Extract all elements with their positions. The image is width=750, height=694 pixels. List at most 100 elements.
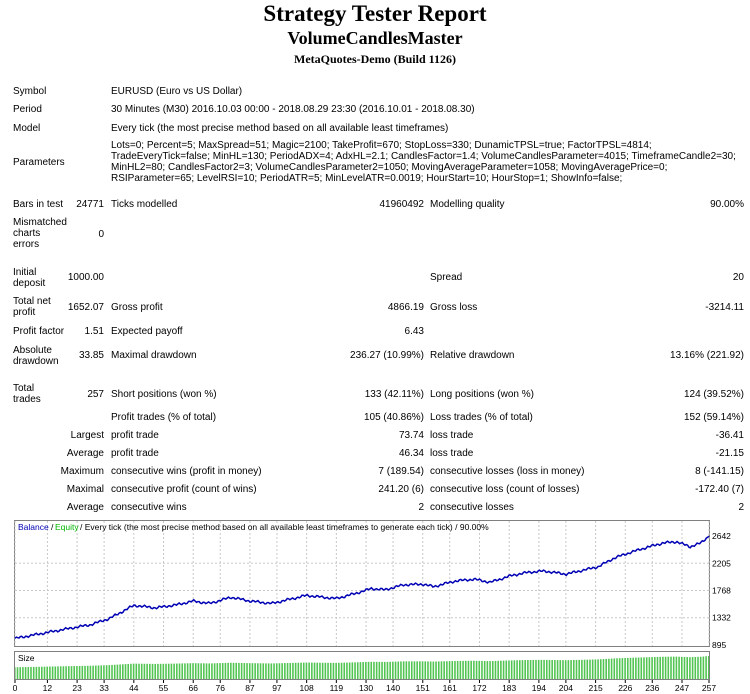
size-bar <box>664 656 667 679</box>
size-bar <box>483 660 486 679</box>
size-bar <box>343 662 346 679</box>
size-bar <box>124 664 127 679</box>
size-bar <box>219 663 221 679</box>
size-bar <box>257 663 259 679</box>
size-bar <box>189 663 192 679</box>
x-tick-label: 140 <box>386 683 400 693</box>
size-bar <box>203 663 205 679</box>
size-bar <box>49 666 51 679</box>
size-bar <box>389 661 391 679</box>
size-bar <box>213 663 216 679</box>
size-bar <box>602 659 605 679</box>
size-bar <box>454 660 456 679</box>
ticks-value: 41960492 <box>379 199 425 210</box>
expected-payoff-value: 6.43 <box>404 326 424 337</box>
size-bar <box>127 663 130 679</box>
size-bar <box>57 666 59 679</box>
gross-loss-label: Gross loss <box>430 302 478 313</box>
average-consecutive-label: Average <box>66 502 104 513</box>
size-bar <box>564 660 567 679</box>
x-tick-label: 183 <box>502 683 516 693</box>
maximal-drawdown-label: Maximal drawdown <box>111 350 197 361</box>
size-bar <box>335 662 337 679</box>
size-bar <box>105 665 108 679</box>
average-loss-label: loss trade <box>430 448 474 459</box>
size-bar <box>43 666 46 679</box>
size-bar <box>135 663 138 679</box>
size-bar <box>235 662 238 679</box>
size-bar <box>281 663 283 679</box>
size-bar <box>230 662 232 679</box>
total-trades-label: Total trades <box>13 383 41 405</box>
x-tick-label: 33 <box>99 683 109 693</box>
size-bar <box>440 661 443 679</box>
size-bar <box>400 661 402 679</box>
size-bar <box>302 662 305 679</box>
x-tick-label: 257 <box>702 683 716 693</box>
maximal-consecutive-profit-label: consecutive profit (count of wins) <box>111 484 257 495</box>
size-bar <box>19 667 22 679</box>
size-bar <box>178 663 181 679</box>
size-bar <box>648 657 651 679</box>
size-bar <box>97 665 100 679</box>
x-tick-label: 194 <box>532 683 546 693</box>
size-bar <box>548 659 551 679</box>
x-tick-label: 12 <box>43 683 53 693</box>
size-bar <box>583 659 586 679</box>
size-bar <box>270 663 273 679</box>
spread-label: Spread <box>430 272 463 283</box>
largest-loss-value: -36.41 <box>715 430 744 441</box>
size-bar <box>68 666 70 679</box>
size-bar <box>683 656 686 679</box>
size-bar <box>689 657 691 679</box>
size-bar <box>435 661 437 679</box>
size-bar <box>76 666 78 679</box>
size-bar <box>316 662 319 679</box>
size-bar <box>481 660 483 679</box>
size-bar <box>111 664 113 679</box>
size-bar <box>691 657 694 679</box>
size-bar <box>508 660 510 679</box>
size-bar <box>165 663 167 679</box>
size-bar <box>537 659 540 679</box>
largest-loss-label: loss trade <box>430 430 474 441</box>
gross-loss-value: -3214.11 <box>705 302 744 313</box>
size-bar <box>478 660 481 679</box>
profit-factor-label: Profit factor <box>13 326 65 337</box>
size-bar <box>599 659 602 679</box>
size-bar <box>176 663 178 679</box>
average-label: Average <box>66 448 104 459</box>
size-bar <box>653 657 656 679</box>
size-bar <box>346 662 348 679</box>
maximal-consecutive-profit-value: 241.20 (6) <box>378 484 424 495</box>
model-label: Model <box>13 123 41 134</box>
size-bar <box>421 661 424 679</box>
size-bar <box>586 659 589 679</box>
size-bar <box>332 662 335 679</box>
size-bar <box>529 659 532 679</box>
size-bar <box>616 658 618 679</box>
size-bar <box>518 660 521 679</box>
report-title: Strategy Tester Report <box>263 1 487 26</box>
size-bar <box>197 663 200 679</box>
size-bar <box>394 661 397 679</box>
size-bar <box>405 661 408 679</box>
legend-rest: / Every tick (the most precise method ba… <box>80 522 489 532</box>
size-bar <box>248 663 251 679</box>
ticks-label: Ticks modelled <box>111 199 178 210</box>
main-plot-frame <box>14 520 710 647</box>
x-tick-label: 161 <box>443 683 457 693</box>
size-bar <box>305 662 308 679</box>
size-bar <box>591 659 594 679</box>
size-bar <box>464 660 467 679</box>
size-bar <box>46 666 49 679</box>
short-positions-value: 133 (42.11%) <box>364 389 424 400</box>
size-bar <box>697 656 699 679</box>
average-profit-label: profit trade <box>111 448 159 459</box>
size-bar <box>694 656 697 679</box>
size-bar <box>500 660 502 679</box>
x-tick-label: 119 <box>330 683 344 693</box>
quality-label: Modelling quality <box>430 199 505 210</box>
size-bar <box>54 666 57 679</box>
size-bar <box>181 663 184 679</box>
